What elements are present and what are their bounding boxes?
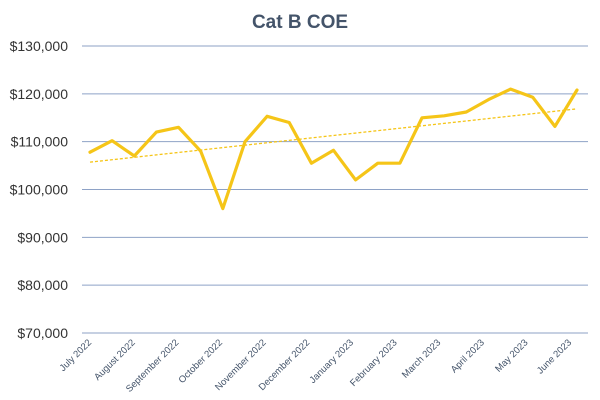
x-tick-label: May 2023: [493, 337, 530, 374]
x-tick-label: March 2023: [400, 337, 443, 380]
trendline-line: [89, 108, 578, 163]
y-tick-label: $110,000: [11, 134, 69, 150]
gridlines: [82, 45, 588, 334]
chart-title: Cat B COE: [251, 12, 349, 33]
y-tick-label: $130,000: [10, 38, 69, 54]
trendline: [89, 108, 578, 163]
y-tick-label: $80,000: [17, 277, 68, 293]
x-tick-label: October 2022: [177, 337, 225, 385]
y-tick-label: $120,000: [10, 86, 69, 102]
y-tick-label: $100,000: [10, 182, 69, 198]
x-tick-label: January 2023: [307, 337, 355, 385]
x-tick-label: August 2022: [92, 337, 138, 383]
y-tick-label: $90,000: [17, 229, 68, 245]
y-axis-labels: $70,000 $80,000 $90,000 $100,000 $110,000 $12…: [10, 38, 69, 341]
series-line: [88, 87, 579, 211]
y-tick-label: $70,000: [17, 325, 68, 341]
series-layer: [88, 87, 579, 211]
x-tick-label: April 2023: [449, 337, 487, 375]
x-tick-label: June 2023: [535, 337, 574, 376]
x-tick-label: July 2022: [58, 337, 95, 374]
